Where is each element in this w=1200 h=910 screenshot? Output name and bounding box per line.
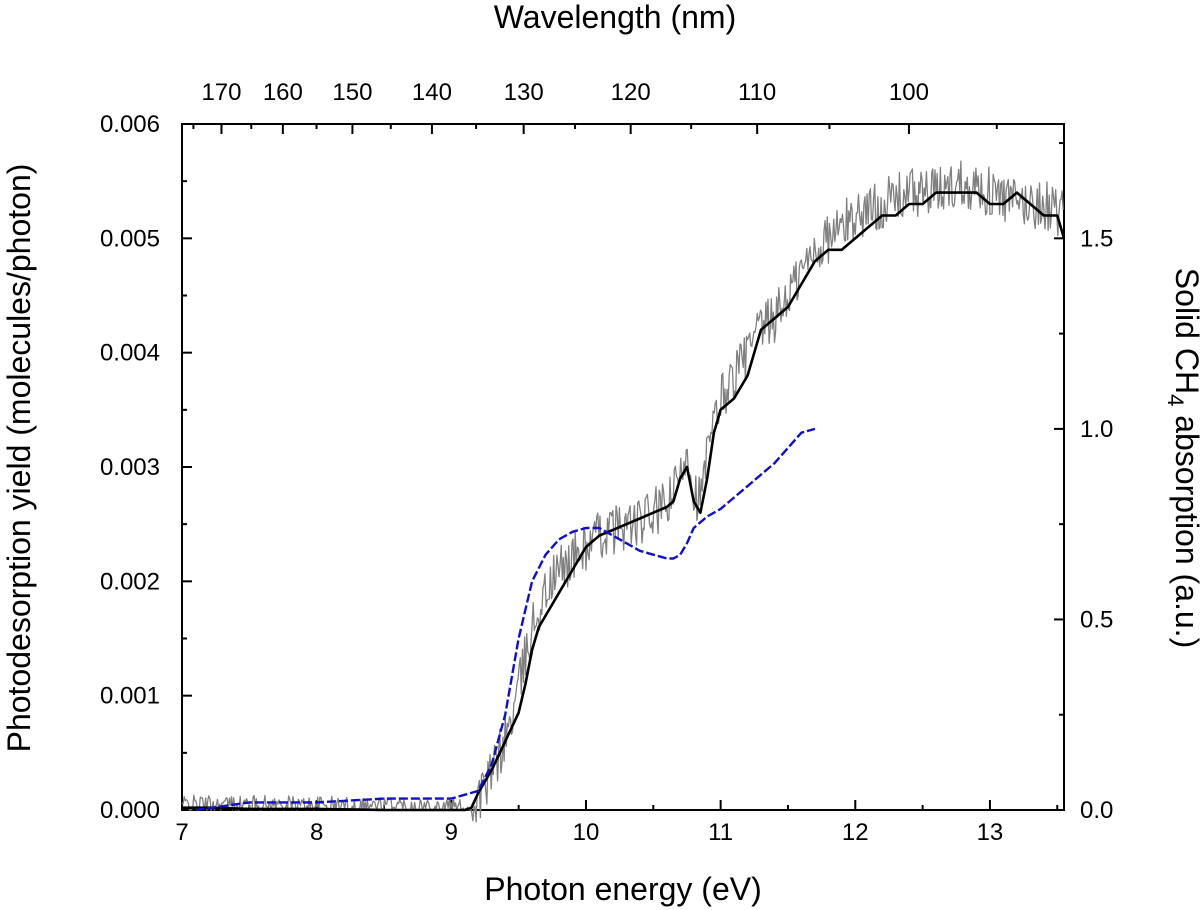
y2-tick-label: 1.5	[1080, 225, 1113, 252]
x-tick-label: 8	[310, 819, 323, 846]
top-tick-label: 130	[504, 79, 544, 106]
series-line-2	[182, 191, 1066, 812]
x-tick-label: 9	[445, 819, 458, 846]
y2-tick-label: 0.5	[1080, 606, 1113, 633]
y-tick-label: 0.000	[100, 797, 160, 824]
top-tick-label: 160	[263, 79, 303, 106]
tick-labels-group: 7 8 9 10 11 12 130.0000.0010.0020.0030.0040.00…	[100, 79, 1113, 846]
y-tick-label: 0.006	[100, 111, 160, 138]
plot-frame	[181, 123, 1065, 811]
y-tick-label: 0.005	[100, 225, 160, 252]
x-tick-label: 11	[708, 819, 733, 846]
x-tick-label: 7	[175, 819, 188, 846]
series-line-1	[181, 160, 1064, 823]
y2-axis-title-prefix: Solid CH	[1169, 268, 1200, 394]
y2-axis-title-suffix: absorption (a.u.)	[1169, 406, 1200, 648]
top-axis-title: Wavelength (nm)	[494, 0, 736, 35]
y-tick-label: 0.002	[100, 568, 160, 595]
x-axis-title: Photon energy (eV)	[484, 871, 762, 907]
x-tick-label: 10	[573, 819, 600, 846]
y-tick-label: 0.001	[100, 683, 160, 710]
y-axis-title: Photodesorption yield (molecules/photon)	[1, 164, 37, 753]
y2-tick-label: 1.0	[1080, 416, 1113, 443]
series-line-3	[195, 427, 816, 812]
y2-axis-title: Solid CH4 absorption (a.u.)	[1163, 268, 1200, 648]
x-tick-label: 12	[842, 819, 869, 846]
x-tick-label: 13	[977, 819, 1004, 846]
y2-tick-label: 0.0	[1080, 797, 1113, 824]
top-tick-label: 170	[201, 79, 241, 106]
top-tick-label: 140	[412, 79, 452, 106]
top-tick-label: 120	[611, 79, 651, 106]
y2-axis-title-subscript: 4	[1163, 394, 1188, 406]
top-tick-label: 100	[889, 79, 929, 106]
y-tick-label: 0.003	[100, 454, 160, 481]
top-tick-label: 110	[738, 79, 776, 106]
ticks-group	[181, 123, 1064, 811]
top-tick-label: 150	[332, 79, 372, 106]
y-tick-label: 0.004	[100, 340, 160, 367]
series-group	[181, 160, 1066, 823]
